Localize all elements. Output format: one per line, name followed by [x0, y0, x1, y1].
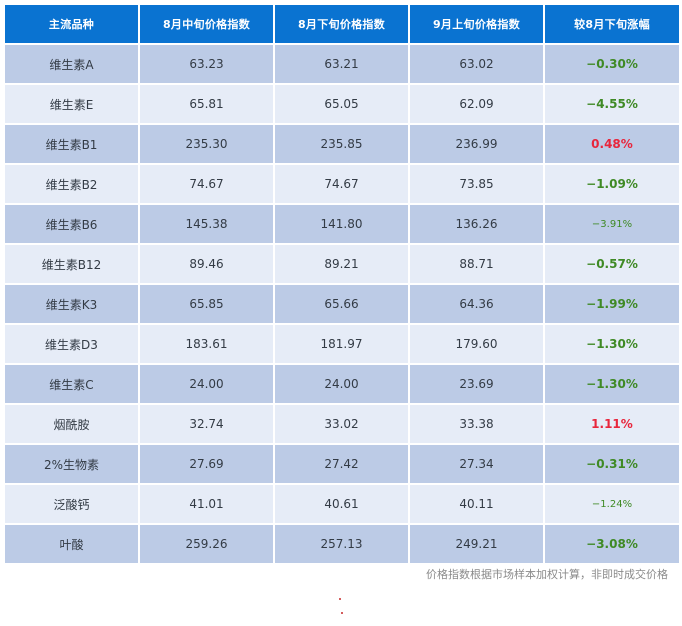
late-aug-value: 65.05: [275, 85, 408, 123]
variety-name: 维生素B6: [5, 205, 138, 243]
variety-name: 维生素D3: [5, 325, 138, 363]
footnote: 价格指数根据市场样本加权计算，非即时成交价格: [426, 568, 668, 581]
change-value: −1.99%: [545, 285, 679, 323]
table-row: 维生素E 65.81 65.05 62.09 −4.55%: [5, 85, 679, 123]
mid-aug-value: 74.67: [140, 165, 273, 203]
early-sep-value: 62.09: [410, 85, 543, 123]
variety-name: 维生素B12: [5, 245, 138, 283]
mid-aug-value: 32.74: [140, 405, 273, 443]
late-aug-value: 33.02: [275, 405, 408, 443]
variety-name: 维生素B2: [5, 165, 138, 203]
table-row: 维生素C 24.00 24.00 23.69 −1.30%: [5, 365, 679, 403]
header-mid-aug: 8月中旬价格指数: [140, 5, 273, 43]
mid-aug-value: 41.01: [140, 485, 273, 523]
mid-aug-value: 145.38: [140, 205, 273, 243]
variety-name: 维生素B1: [5, 125, 138, 163]
early-sep-value: 64.36: [410, 285, 543, 323]
change-value: 1.11%: [545, 405, 679, 443]
early-sep-value: 136.26: [410, 205, 543, 243]
table-row: 叶酸 259.26 257.13 249.21 −3.08%: [5, 525, 679, 563]
early-sep-value: 63.02: [410, 45, 543, 83]
change-value: −1.24%: [545, 485, 679, 523]
table-row: 维生素D3 183.61 181.97 179.60 −1.30%: [5, 325, 679, 363]
early-sep-value: 249.21: [410, 525, 543, 563]
early-sep-value: 23.69: [410, 365, 543, 403]
header-late-aug: 8月下旬价格指数: [275, 5, 408, 43]
late-aug-value: 235.85: [275, 125, 408, 163]
header-early-sep: 9月上旬价格指数: [410, 5, 543, 43]
variety-name: 2%生物素: [5, 445, 138, 483]
table-row: 2%生物素 27.69 27.42 27.34 −0.31%: [5, 445, 679, 483]
table-header-row: 主流品种 8月中旬价格指数 8月下旬价格指数 9月上旬价格指数 较8月下旬涨幅: [5, 5, 679, 43]
early-sep-value: 27.34: [410, 445, 543, 483]
early-sep-value: 73.85: [410, 165, 543, 203]
variety-name: 泛酸钙: [5, 485, 138, 523]
change-value: −0.31%: [545, 445, 679, 483]
change-value: −0.57%: [545, 245, 679, 283]
variety-name: 维生素E: [5, 85, 138, 123]
late-aug-value: 65.66: [275, 285, 408, 323]
change-value: 0.48%: [545, 125, 679, 163]
mid-aug-value: 259.26: [140, 525, 273, 563]
change-value: −1.09%: [545, 165, 679, 203]
decorative-dot: [341, 612, 343, 614]
table-row: 维生素A 63.23 63.21 63.02 −0.30%: [5, 45, 679, 83]
change-value: −3.91%: [545, 205, 679, 243]
mid-aug-value: 183.61: [140, 325, 273, 363]
late-aug-value: 257.13: [275, 525, 408, 563]
mid-aug-value: 63.23: [140, 45, 273, 83]
table-row: 维生素B12 89.46 89.21 88.71 −0.57%: [5, 245, 679, 283]
late-aug-value: 40.61: [275, 485, 408, 523]
mid-aug-value: 65.85: [140, 285, 273, 323]
late-aug-value: 63.21: [275, 45, 408, 83]
change-value: −1.30%: [545, 325, 679, 363]
mid-aug-value: 24.00: [140, 365, 273, 403]
late-aug-value: 27.42: [275, 445, 408, 483]
table-row: 维生素K3 65.85 65.66 64.36 −1.99%: [5, 285, 679, 323]
header-change: 较8月下旬涨幅: [545, 5, 679, 43]
table-row: 维生素B2 74.67 74.67 73.85 −1.09%: [5, 165, 679, 203]
late-aug-value: 89.21: [275, 245, 408, 283]
variety-name: 烟酰胺: [5, 405, 138, 443]
early-sep-value: 88.71: [410, 245, 543, 283]
late-aug-value: 141.80: [275, 205, 408, 243]
table-row: 维生素B1 235.30 235.85 236.99 0.48%: [5, 125, 679, 163]
variety-name: 维生素C: [5, 365, 138, 403]
variety-name: 维生素A: [5, 45, 138, 83]
table-row: 泛酸钙 41.01 40.61 40.11 −1.24%: [5, 485, 679, 523]
late-aug-value: 24.00: [275, 365, 408, 403]
variety-name: 维生素K3: [5, 285, 138, 323]
mid-aug-value: 235.30: [140, 125, 273, 163]
late-aug-value: 181.97: [275, 325, 408, 363]
price-index-table: 主流品种 8月中旬价格指数 8月下旬价格指数 9月上旬价格指数 较8月下旬涨幅 …: [3, 3, 681, 565]
early-sep-value: 33.38: [410, 405, 543, 443]
early-sep-value: 40.11: [410, 485, 543, 523]
table-row: 维生素B6 145.38 141.80 136.26 −3.91%: [5, 205, 679, 243]
decorative-dot: [339, 598, 341, 600]
variety-name: 叶酸: [5, 525, 138, 563]
table-row: 烟酰胺 32.74 33.02 33.38 1.11%: [5, 405, 679, 443]
change-value: −1.30%: [545, 365, 679, 403]
header-variety: 主流品种: [5, 5, 138, 43]
change-value: −3.08%: [545, 525, 679, 563]
mid-aug-value: 89.46: [140, 245, 273, 283]
early-sep-value: 236.99: [410, 125, 543, 163]
mid-aug-value: 27.69: [140, 445, 273, 483]
late-aug-value: 74.67: [275, 165, 408, 203]
change-value: −0.30%: [545, 45, 679, 83]
change-value: −4.55%: [545, 85, 679, 123]
early-sep-value: 179.60: [410, 325, 543, 363]
mid-aug-value: 65.81: [140, 85, 273, 123]
